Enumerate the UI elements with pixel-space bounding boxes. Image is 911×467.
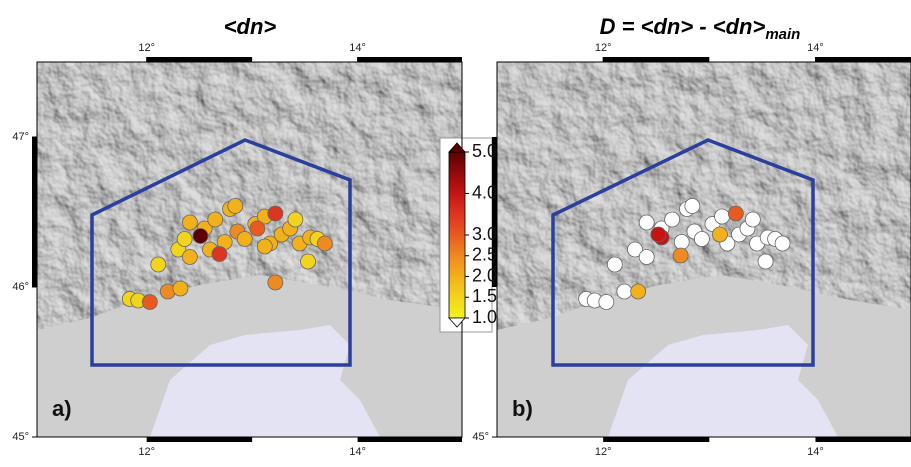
event-point	[694, 232, 709, 247]
colorbar-tick-label: 1.0	[472, 307, 497, 327]
title-subscript: main	[765, 26, 800, 43]
title-text: D = <dn> - <dn>	[600, 14, 766, 39]
event-point	[142, 295, 157, 310]
x-tick-label: 14°	[349, 42, 366, 54]
frame-bar	[147, 437, 252, 442]
map-title: D = <dn> - <dn>main	[600, 14, 801, 43]
frame-bar	[815, 57, 911, 62]
frame-bar	[32, 137, 37, 287]
event-point	[182, 215, 197, 230]
basemap-a	[37, 62, 462, 437]
event-point	[639, 215, 654, 230]
event-point	[257, 239, 272, 254]
event-point	[208, 212, 223, 227]
event-point	[237, 232, 252, 247]
y-tick-label: 47°	[12, 131, 29, 143]
event-point	[177, 232, 192, 247]
event-point	[151, 257, 166, 272]
event-point	[617, 284, 632, 299]
event-point	[745, 212, 760, 227]
panel-label: b)	[512, 396, 533, 421]
event-point	[651, 227, 666, 242]
basemap-b	[497, 62, 911, 437]
panel-label: a)	[52, 396, 72, 421]
colorbar-tick-label: 2.0	[472, 265, 497, 285]
frame-bar	[603, 437, 709, 442]
colorbar-tick-label: 1.5	[472, 286, 497, 306]
event-point	[250, 221, 265, 236]
event-point	[639, 250, 654, 265]
event-point	[685, 199, 700, 214]
event-point	[228, 199, 243, 214]
frame-bar	[815, 437, 911, 442]
event-point	[674, 235, 689, 250]
colorbar-tick-label: 4.0	[472, 182, 497, 202]
y-tick-label: 45°	[472, 431, 489, 443]
event-point	[212, 247, 227, 262]
figure: 12° 12° 14° 14° 47° 46° 45° <dn> a) 12° 12° 14° 14° 4…	[0, 0, 911, 462]
x-tick-label: 12°	[595, 42, 612, 54]
event-point	[673, 248, 688, 263]
event-point	[775, 236, 790, 251]
event-point	[715, 209, 730, 224]
frame-bar	[358, 437, 462, 442]
event-point	[728, 206, 743, 221]
colorbar	[449, 152, 465, 318]
event-point	[607, 257, 622, 272]
x-tick-label: 12°	[138, 446, 155, 458]
event-point	[599, 295, 614, 310]
event-point	[712, 227, 727, 242]
event-point	[758, 254, 773, 269]
event-point	[301, 254, 316, 269]
event-point	[288, 212, 303, 227]
x-tick-label: 14°	[807, 446, 824, 458]
x-tick-label: 12°	[138, 42, 155, 54]
event-point	[193, 229, 208, 244]
event-point	[317, 236, 332, 251]
y-tick-label: 46°	[12, 281, 29, 293]
frame-bar	[603, 57, 709, 62]
event-point	[268, 206, 283, 221]
map-title: <dn>	[224, 14, 277, 39]
event-point	[665, 212, 680, 227]
event-point	[173, 281, 188, 296]
x-tick-label: 14°	[807, 42, 824, 54]
colorbar-tick-label: 5.0	[472, 141, 497, 161]
x-tick-label: 14°	[349, 446, 366, 458]
frame-bar	[147, 57, 252, 62]
event-point	[631, 284, 646, 299]
event-point	[268, 275, 283, 290]
event-point	[182, 250, 197, 265]
frame-bar	[358, 57, 462, 62]
x-tick-label: 12°	[595, 446, 612, 458]
title-text: <dn>	[224, 14, 277, 39]
y-tick-label: 45°	[12, 431, 29, 443]
colorbar-tick-label: 2.5	[472, 245, 497, 265]
colorbar-tick-label: 3.0	[472, 224, 497, 244]
